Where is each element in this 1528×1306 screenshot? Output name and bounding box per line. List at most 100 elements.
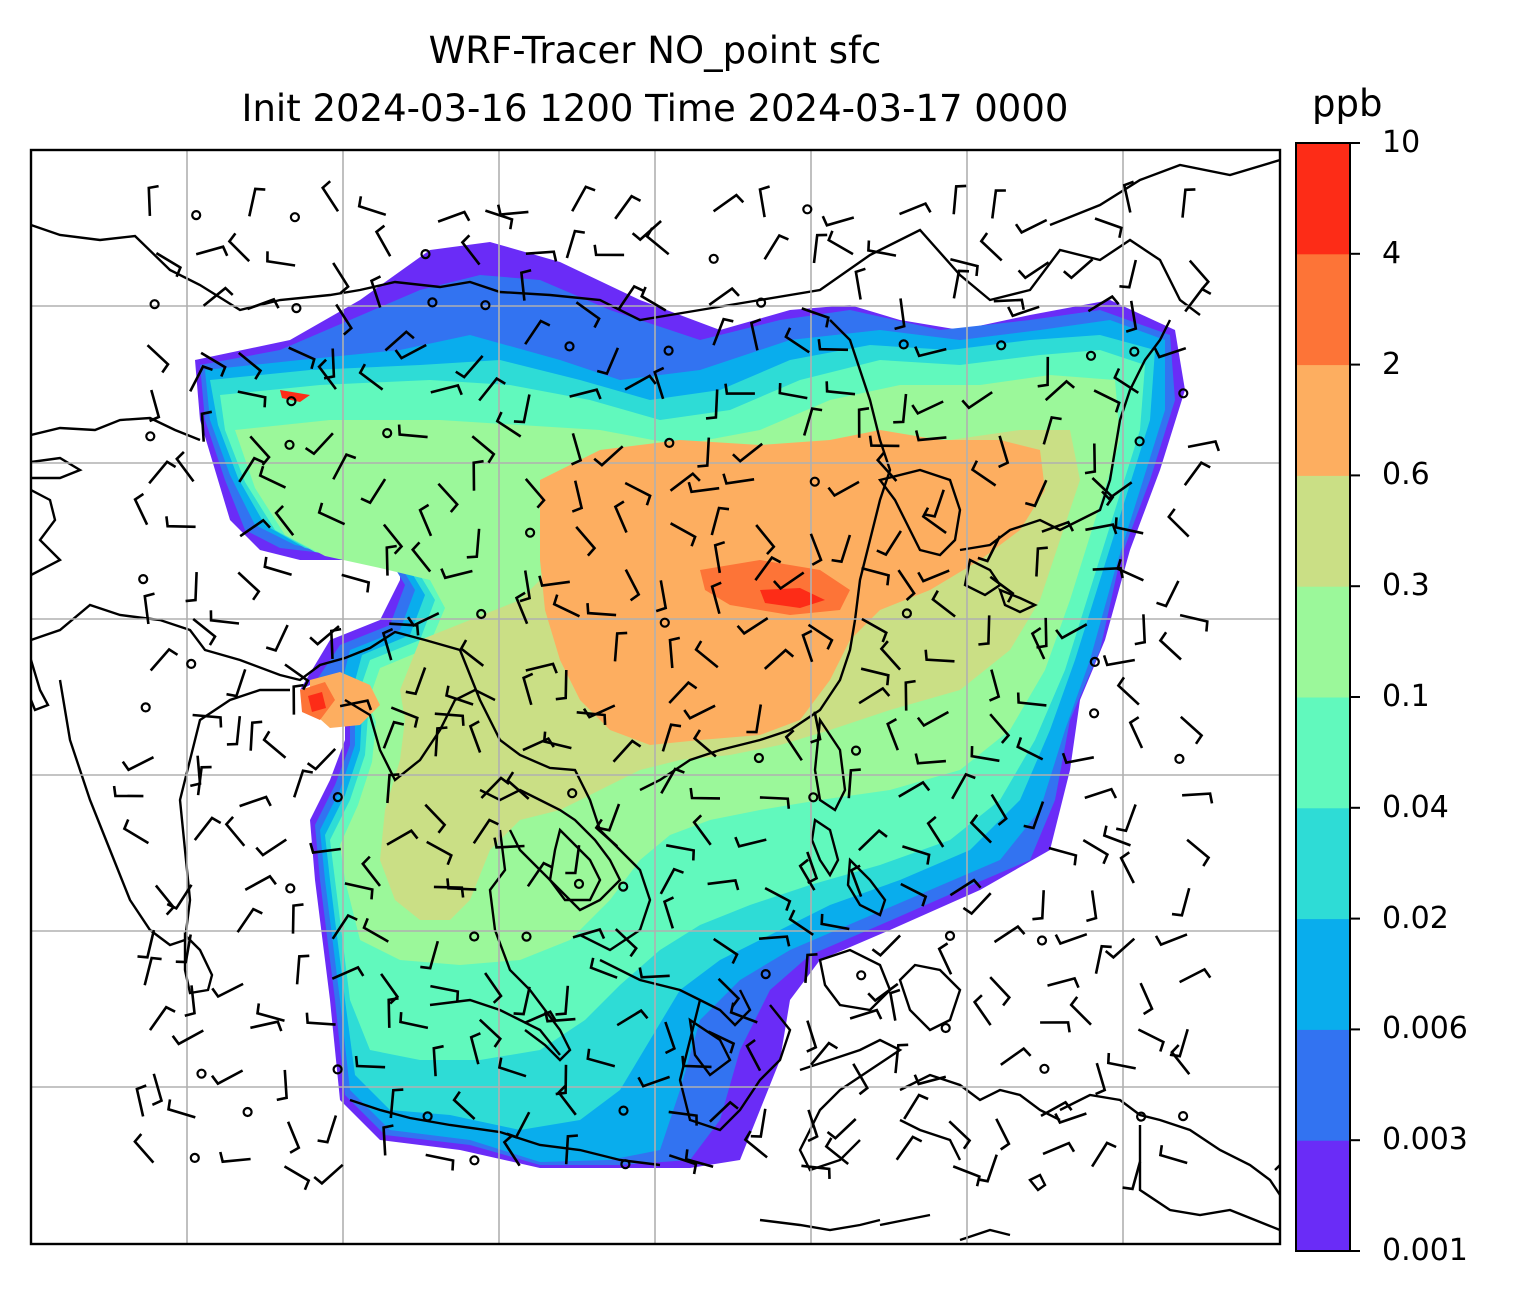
colorbar-tick-label: 10 (1382, 125, 1421, 160)
calm-wind-circle (191, 210, 202, 221)
wind-barb (924, 489, 945, 518)
wind-barb (196, 765, 212, 796)
calm-wind-circle (286, 396, 297, 407)
wind-barb (897, 569, 916, 601)
wind-barb (989, 976, 1012, 1007)
wind-barb (875, 451, 898, 482)
wind-barb (1047, 976, 1080, 989)
wind-barb (1167, 508, 1190, 538)
colorbar (1295, 142, 1360, 1252)
wind-barb (806, 1020, 818, 1053)
wind-barb (801, 629, 814, 663)
wind-barb (1114, 517, 1144, 535)
wind-barb (712, 193, 745, 213)
wind-barb (969, 814, 993, 844)
wind-barb (759, 796, 791, 809)
colorbar-tick-label: 0.02 (1382, 900, 1449, 936)
wind-barb (961, 391, 993, 410)
calm-wind-circle (285, 883, 296, 894)
wind-barb (1069, 996, 1092, 1026)
wind-barb (513, 986, 531, 1016)
wind-barb (763, 648, 795, 670)
wind-barb (825, 381, 856, 396)
wind-barb (399, 1012, 429, 1030)
wind-barb (569, 388, 602, 400)
calm-wind-circle (332, 1064, 343, 1075)
wind-barb (758, 935, 791, 947)
wind-barb (460, 234, 481, 266)
graticule (31, 150, 1280, 1244)
wind-barb (239, 518, 271, 538)
wind-barb (224, 816, 246, 847)
wind-barb (586, 603, 617, 617)
wind-barb (989, 575, 1015, 603)
wind-barb (256, 1003, 285, 1022)
wind-barb (175, 450, 195, 483)
wind-barb (1158, 631, 1182, 661)
wind-barb (746, 704, 763, 734)
wind-barb (894, 1043, 909, 1074)
calm-wind-circle (760, 968, 771, 980)
wind-barb (1017, 261, 1050, 280)
wind-barb (525, 662, 558, 674)
wind-barb (380, 973, 400, 1005)
wind-barb (424, 803, 447, 834)
wind-barb (900, 882, 928, 907)
wind-barb (175, 934, 192, 964)
wind-barb (952, 184, 967, 215)
wind-barb (798, 858, 816, 891)
calm-wind-circle (753, 752, 765, 764)
calm-wind-circle (850, 745, 862, 756)
wind-barb (295, 954, 310, 985)
wind-barb (432, 1044, 444, 1077)
wind-barb (772, 571, 805, 591)
wind-barb (931, 590, 956, 618)
wind-barb (523, 1010, 557, 1025)
wind-barb (555, 669, 568, 701)
wind-barb (745, 1038, 762, 1072)
wind-barb (1082, 838, 1110, 865)
wind-barb (1116, 558, 1144, 582)
wind-barb (1084, 787, 1118, 800)
wind-barb (154, 884, 176, 916)
wind-barb (662, 896, 675, 929)
wind-barb (184, 985, 196, 1017)
wind-barb (1179, 967, 1212, 984)
wind-barb (1179, 715, 1204, 745)
wind-barb (165, 516, 196, 529)
wind-barb (237, 390, 267, 408)
wind-barb (513, 394, 531, 424)
wind-barb (288, 346, 316, 370)
wind-barb (754, 555, 782, 581)
wind-barb (820, 913, 850, 931)
wind-barb (802, 407, 823, 436)
calm-wind-circle (901, 608, 913, 619)
wind-barb (867, 240, 897, 257)
colorbar-segment (1296, 586, 1350, 698)
wind-barb (317, 358, 337, 390)
wind-barb (824, 1137, 850, 1166)
wind-barb (1182, 792, 1214, 804)
wind-barb (274, 504, 295, 536)
calm-wind-circle (469, 931, 480, 942)
wind-barb (247, 297, 280, 311)
wind-barb (369, 275, 382, 308)
wind-barb (284, 663, 310, 691)
wind-barb (339, 699, 373, 711)
wind-barb (914, 430, 947, 442)
wind-barb (455, 355, 484, 379)
wind-barb (1181, 188, 1196, 218)
wind-barb (1016, 736, 1044, 761)
wind-barb (525, 250, 558, 262)
wind-barb (291, 903, 304, 934)
wind-barb (151, 1073, 164, 1106)
wind-barb (758, 185, 770, 218)
wind-barb (668, 636, 681, 669)
calm-wind-circle (382, 428, 393, 439)
wind-barb (263, 556, 292, 577)
wind-barb (446, 878, 477, 891)
wind-barb (292, 769, 314, 798)
wind-barb (1158, 1145, 1188, 1165)
wind-barb (189, 364, 213, 392)
calm-wind-circle (618, 881, 629, 892)
